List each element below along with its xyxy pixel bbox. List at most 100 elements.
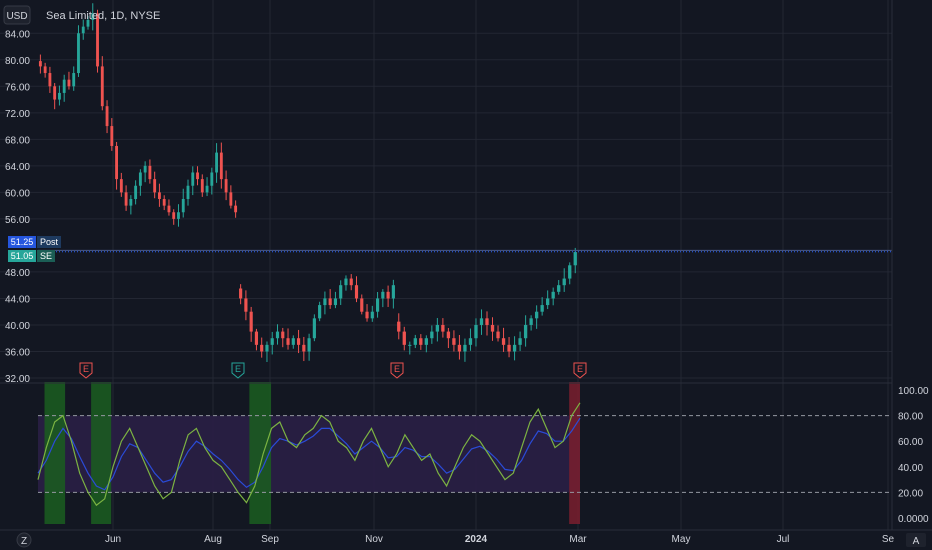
auto-scale-label: A — [913, 536, 920, 547]
candle-body — [100, 66, 104, 107]
earnings-letter: E — [83, 364, 89, 374]
price-tick-label: 32.00 — [5, 374, 30, 385]
candle-body — [349, 278, 353, 286]
price-tick-label: 72.00 — [5, 109, 30, 120]
indicator-tick-label: 0.0000 — [898, 514, 929, 525]
candle-body — [291, 338, 295, 345]
candle-body — [323, 298, 327, 306]
candle-body — [479, 318, 484, 325]
candle-body — [441, 324, 445, 332]
candle-body — [219, 152, 223, 180]
candle-body — [234, 205, 238, 213]
candles — [38, 3, 577, 363]
time-tick-label: Nov — [365, 534, 383, 545]
earnings-badge — [390, 362, 404, 379]
candle-body — [115, 145, 118, 180]
candle-body — [58, 92, 61, 100]
candle-body — [254, 331, 259, 345]
symbol-label-tag — [37, 250, 55, 262]
candle-body — [38, 61, 42, 67]
candle-body — [275, 331, 280, 339]
post-label-tag — [37, 236, 61, 248]
candle-body — [181, 199, 185, 213]
earnings-badge — [573, 362, 587, 379]
candle-body — [496, 331, 500, 339]
candle-body — [215, 152, 218, 173]
candle-body — [129, 199, 133, 206]
indicator-tick-label: 20.00 — [898, 488, 923, 499]
indicator-tick-label: 80.00 — [898, 412, 923, 423]
candle-body — [191, 172, 195, 186]
price-axis[interactable]: 84.00 80.00 76.00 72.00 68.00 64.00 60.00 56.00… — [5, 29, 30, 385]
candle-body — [534, 311, 539, 319]
candle-body — [270, 338, 274, 345]
candle-body — [424, 338, 428, 345]
earnings-badge — [231, 362, 245, 379]
candle-body — [485, 318, 489, 325]
candle-body — [546, 298, 550, 306]
candle-body — [365, 311, 369, 319]
candle-body — [397, 321, 401, 332]
currency-button[interactable] — [3, 5, 31, 25]
indicator-tick-label: 40.00 — [898, 463, 923, 474]
last-price-value: 51.25 — [11, 237, 34, 247]
candle-body — [48, 73, 52, 87]
candle-body — [512, 344, 517, 352]
zoom-icon[interactable] — [16, 532, 32, 548]
candle-body — [81, 26, 85, 34]
earnings-marker[interactable]: E — [231, 362, 245, 379]
candle-body — [318, 305, 322, 319]
indicator-slow-line — [37, 417, 581, 491]
candle-body — [354, 285, 359, 299]
candle-body — [413, 338, 417, 345]
post-label: Post — [40, 237, 59, 247]
earnings-letter: E — [394, 364, 400, 374]
candle-body — [153, 179, 157, 193]
auto-scale-icon[interactable] — [906, 533, 926, 547]
earnings-letter: E — [235, 364, 241, 374]
price-tick-label: 36.00 — [5, 347, 30, 358]
close-price-tag — [8, 250, 36, 262]
price-tick-label: 40.00 — [5, 321, 30, 332]
candle-body — [172, 212, 176, 219]
time-tick-label: Aug — [204, 534, 222, 545]
candle-body — [196, 172, 199, 180]
candle-body — [167, 205, 171, 213]
candle-body — [91, 13, 95, 20]
candle-body — [67, 79, 71, 87]
candle-body — [463, 344, 467, 352]
candle-body — [562, 278, 566, 286]
earnings-marker[interactable]: E — [573, 362, 587, 379]
earnings-marker[interactable]: E — [390, 362, 404, 379]
candle-body — [370, 311, 374, 319]
candle-body — [452, 338, 456, 345]
last-price-tag — [8, 236, 36, 248]
candle-body — [430, 331, 434, 339]
currency-label: USD — [6, 11, 27, 22]
candle-body — [446, 331, 451, 339]
time-axis[interactable]: Jun Aug Sep Nov 2024 Mar May Jul Se — [105, 534, 895, 545]
candle-body — [360, 298, 364, 312]
candle-body — [148, 165, 152, 180]
time-tick-label: Se — [882, 534, 895, 545]
indicator-axis[interactable]: 100.00 80.00 60.00 40.00 20.00 0.0000 — [898, 386, 929, 525]
symbol-label: SE — [40, 251, 52, 261]
candle-body — [312, 318, 316, 339]
candle-body — [408, 344, 412, 346]
earnings-marker[interactable]: E — [79, 362, 93, 379]
candle-body — [86, 20, 90, 27]
candle-body — [229, 192, 233, 206]
chart-grid — [0, 0, 892, 530]
candle-body — [474, 324, 478, 339]
candle-body — [490, 324, 495, 332]
price-tick-label: 64.00 — [5, 162, 30, 173]
candle-body — [296, 338, 301, 345]
price-tick-label: 68.00 — [5, 135, 30, 146]
candle-body — [286, 338, 290, 345]
candle-body — [96, 13, 99, 67]
candle-body — [339, 285, 343, 299]
overbought-zone — [569, 382, 580, 524]
header: USD Sea Limited, 1D, NYSE — [3, 5, 160, 25]
candle-body — [518, 338, 522, 345]
